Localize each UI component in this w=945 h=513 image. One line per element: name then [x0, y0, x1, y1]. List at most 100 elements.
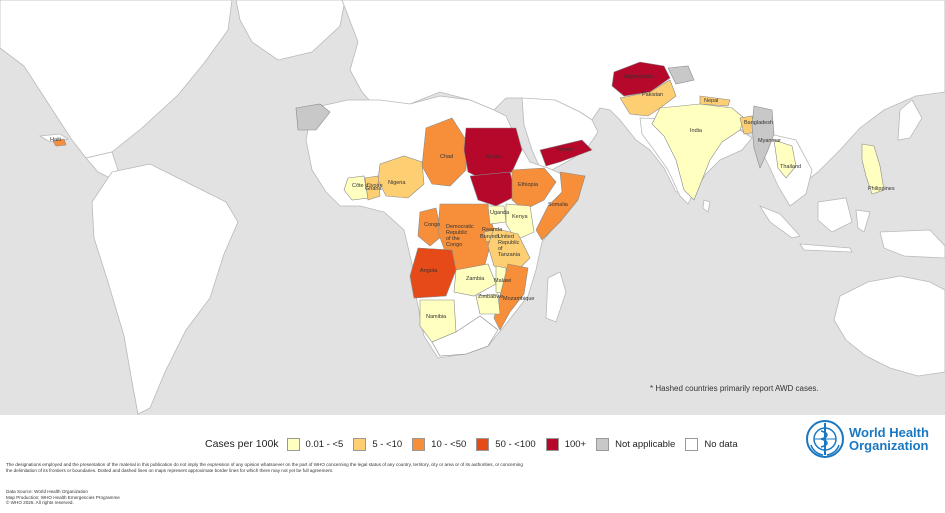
land-australia: [833, 275, 945, 377]
country-label: Haiti: [50, 137, 61, 143]
country-haiti: [52, 138, 67, 147]
country-label: Uganda: [490, 210, 510, 216]
legend-swatch: [286, 437, 300, 451]
country-philippines: [861, 143, 885, 195]
country-label: Afghanistan: [624, 74, 653, 80]
map-production: Map Production: WHO Health Emergencies P…: [6, 494, 120, 500]
country-label: Chad: [440, 154, 453, 160]
country-label: Nigeria: [388, 180, 406, 186]
legend-swatch: [685, 437, 699, 451]
country-label: Zambia: [466, 276, 485, 282]
country-labels: Chad Sudan Yemen Ethiopia Somalia Nigeria Côte…: [50, 74, 895, 320]
land-sri-lanka: [702, 199, 711, 213]
country-label: Pakistan: [642, 92, 663, 98]
legend-label: 10 - <50: [431, 438, 467, 450]
country-label: Ethiopia: [518, 182, 539, 188]
country-zambia: [453, 263, 497, 297]
country-india: [651, 103, 745, 201]
country-western-sahara: [295, 103, 331, 131]
country-label: Ghana: [365, 186, 382, 192]
legend-item: 5 - <10: [353, 437, 403, 451]
legend-item: 0.01 - <5: [286, 437, 344, 451]
legend-swatch: [545, 437, 559, 451]
legend-label: 100+: [564, 438, 587, 450]
country-kenya: [505, 203, 535, 241]
country-mozambique: [493, 263, 529, 331]
country-label: Kenya: [512, 214, 529, 220]
legend-label: 0.01 - <5: [305, 438, 344, 450]
country-label: Yemen: [556, 147, 573, 153]
country-afghanistan: [611, 61, 671, 97]
land-japan: [897, 99, 923, 141]
credits: Data Source: World Health Organization M…: [6, 489, 120, 506]
country-label: Namibia: [426, 314, 447, 320]
copyright: © WHO 2025. All rights reserved.: [6, 500, 74, 506]
country-label: United Republic of Tanzania: [498, 234, 521, 258]
country-nepal: [699, 95, 731, 107]
who-logo: World Health Organization: [805, 417, 941, 461]
country-yemen: [539, 139, 593, 167]
logo-line-1: World Health: [849, 425, 929, 440]
country-chad: [421, 117, 467, 187]
legend-label: Not applicable: [615, 438, 676, 450]
country-label: Sudan: [486, 154, 502, 160]
logo-line-2: Organization: [849, 438, 929, 453]
land-madagascar: [545, 271, 567, 323]
country-label: Somalia: [548, 202, 569, 208]
country-label: Côte d'Ivoire: [352, 183, 383, 189]
legend-label: 50 - <100: [495, 438, 536, 450]
country-label: Mozambique: [503, 296, 535, 302]
country-label: Rwanda: [482, 227, 503, 233]
legend-item: 50 - <100: [476, 437, 536, 451]
legend-label: No data: [704, 438, 738, 450]
country-angola: [409, 247, 457, 299]
country-south-africa: [431, 315, 499, 357]
country-south-sudan: [469, 171, 517, 207]
disclaimer-text: The designations employed and the presen…: [6, 462, 523, 473]
land-sumatra: [759, 205, 801, 239]
country-ethiopia: [511, 167, 557, 211]
country-label: Congo: [424, 222, 440, 228]
legend-swatch: [476, 437, 490, 451]
country-zimbabwe: [475, 293, 501, 315]
country-myanmar: [751, 105, 775, 169]
country-label: Nepal: [704, 98, 718, 104]
land-new-guinea: [879, 229, 945, 259]
legend-swatch: [596, 437, 610, 451]
country-label: Myanmar: [758, 138, 781, 144]
legend-swatch: [412, 437, 426, 451]
region-kashmir: [667, 65, 695, 85]
land-borneo: [817, 197, 853, 233]
country-label: Thailand: [780, 164, 801, 170]
country-cote-divoire: [343, 175, 369, 201]
country-label: Democratic Republic of the Congo: [446, 224, 474, 248]
country-label: Malawi: [494, 278, 511, 284]
legend-item: 10 - <50: [412, 437, 467, 451]
legend: Cases per 100k 0.01 - <5 5 - <10 10 - <50 5…: [205, 436, 748, 452]
legend-swatch: [353, 437, 367, 451]
country-ghana: [364, 175, 381, 201]
cholera-map: Chad Sudan Yemen Ethiopia Somalia Nigeria Côte…: [0, 0, 945, 415]
legend-items: 0.01 - <5 5 - <10 10 - <50 50 - <100 100+ Not…: [286, 437, 748, 451]
legend-item: Not applicable: [596, 437, 676, 451]
country-label: Zimbabwe: [478, 294, 503, 300]
country-somalia: [535, 171, 586, 241]
legend-item: No data: [685, 437, 738, 451]
land-java: [799, 243, 853, 253]
country-label: India: [690, 128, 703, 134]
map-note: * Hashed countries primarily report AWD …: [650, 384, 819, 393]
legend-label: 5 - <10: [372, 438, 403, 450]
country-congo: [417, 207, 443, 247]
country-label: Burundi: [480, 234, 499, 240]
country-thailand: [773, 139, 797, 179]
country-label: Philippines: [868, 186, 895, 192]
country-label: Angola: [420, 268, 438, 274]
legend-item: 100+: [545, 437, 587, 451]
country-nigeria: [377, 155, 425, 199]
country-label: Bangladesh: [744, 120, 773, 126]
legend-title: Cases per 100k: [205, 438, 279, 450]
land-south-america: [91, 163, 239, 415]
land-sulawesi: [855, 209, 871, 233]
data-source: Data Source: World Health Organization: [6, 489, 88, 494]
who-emblem-icon: [806, 420, 844, 458]
